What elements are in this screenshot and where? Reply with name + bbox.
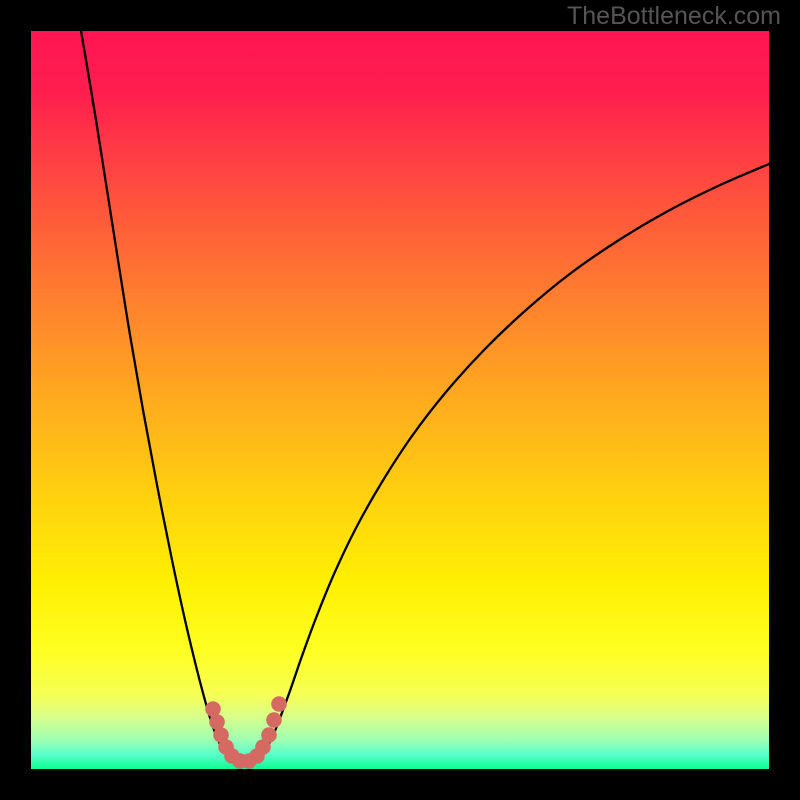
trough-marker-group bbox=[205, 696, 287, 769]
trough-marker bbox=[271, 696, 287, 712]
trough-marker bbox=[266, 712, 282, 728]
trough-marker bbox=[261, 727, 277, 743]
curve-layer bbox=[0, 0, 800, 800]
chart-canvas: TheBottleneck.com bbox=[0, 0, 800, 800]
watermark-text: TheBottleneck.com bbox=[567, 2, 781, 31]
v-curve bbox=[77, 8, 769, 764]
